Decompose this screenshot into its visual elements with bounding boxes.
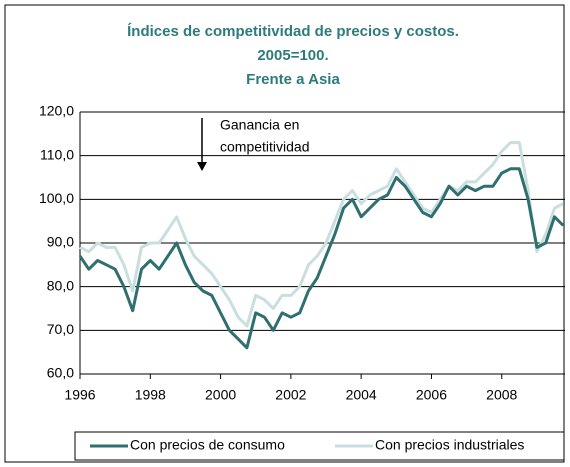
chart-title: Frente a Asia (246, 71, 340, 88)
chart-title: 2005=100. (257, 47, 328, 64)
legend (74, 431, 565, 461)
legend-label: Con precios industriales (375, 437, 524, 453)
y-tick-label: 80,0 (47, 277, 74, 293)
x-tick-label: 2002 (275, 387, 306, 403)
y-tick-label: 120,0 (39, 103, 74, 119)
chart-title: Índices de competitividad de precios y c… (127, 23, 459, 40)
legend-label: Con precios de consumo (130, 437, 285, 453)
chart-frame (4, 4, 565, 463)
annotation: competitividad (220, 139, 310, 155)
x-tick-label: 2004 (346, 387, 377, 403)
x-tick-label: 1998 (135, 387, 166, 403)
x-tick-label: 1996 (64, 387, 95, 403)
series-line (79, 141, 564, 328)
y-tick-label: 90,0 (47, 234, 74, 250)
y-tick-label: 100,0 (39, 190, 74, 206)
y-tick-label: 60,0 (47, 365, 74, 381)
series-line (78, 167, 565, 350)
annotation-arrowhead (197, 162, 207, 171)
x-tick-label: 2000 (205, 387, 236, 403)
y-tick-label: 70,0 (47, 321, 74, 337)
annotation: Ganancia en (220, 117, 299, 133)
x-tick-label: 2006 (416, 387, 447, 403)
y-tick-label: 110,0 (40, 146, 74, 162)
x-tick-label: 2008 (486, 387, 517, 403)
